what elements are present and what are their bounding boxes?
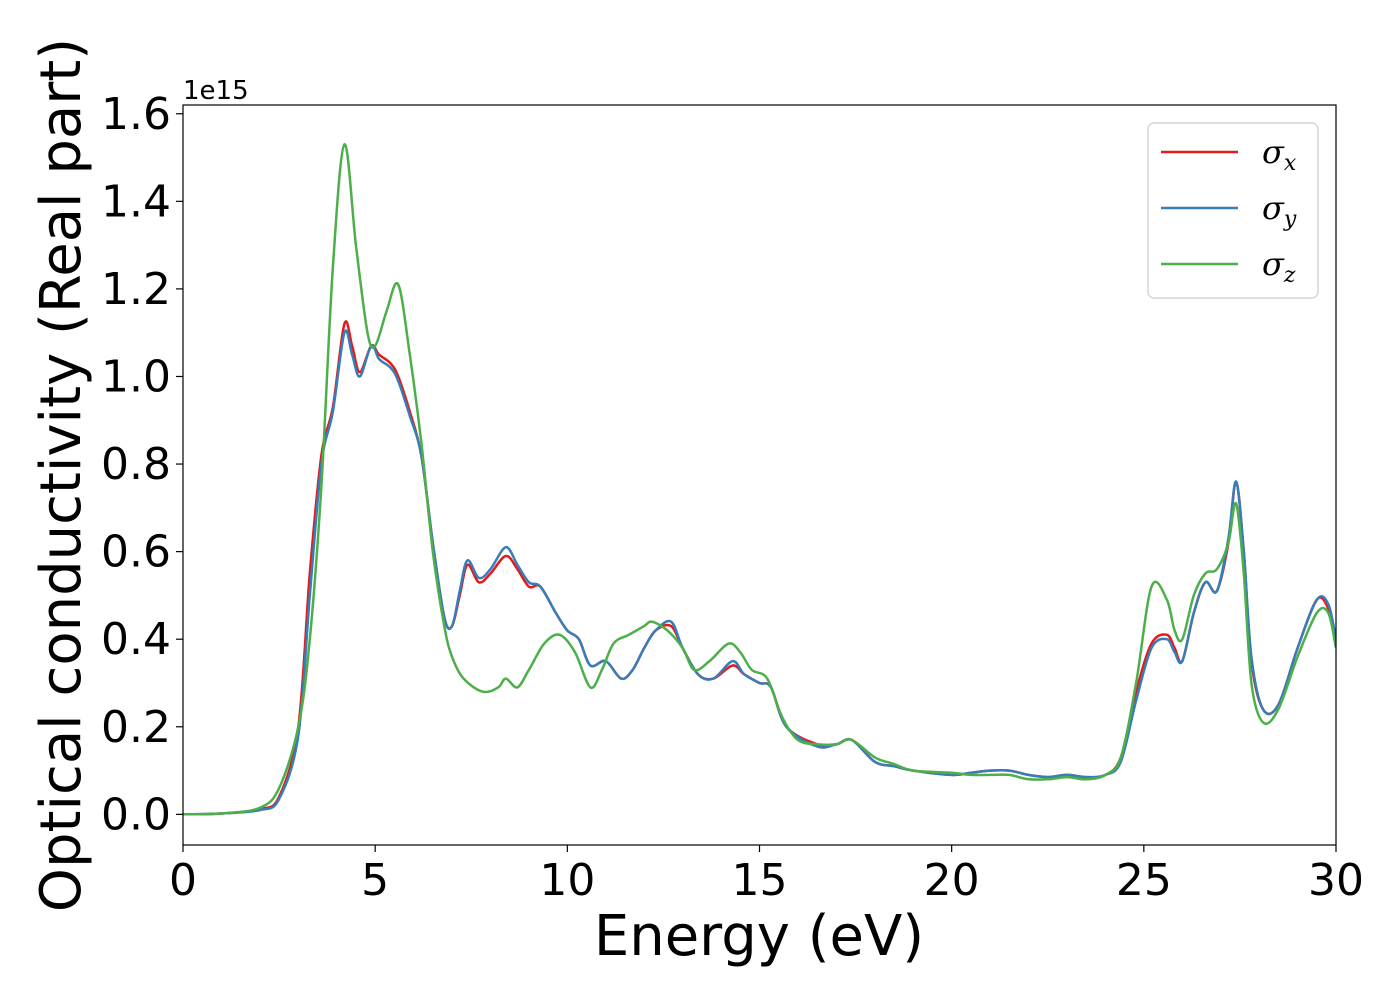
- legend-label-sigma-x: σx: [1262, 133, 1297, 176]
- x-tick-label: 30: [1308, 855, 1364, 906]
- y-axis-label: Optical conductivity (Real part): [29, 38, 94, 912]
- legend-label-sigma-y: σy: [1262, 189, 1297, 232]
- x-tick-label: 0: [169, 855, 197, 906]
- x-tick-label: 5: [361, 855, 389, 906]
- y-tick-label: 0.4: [101, 614, 171, 665]
- series-line-sigma-z: [183, 143, 1336, 816]
- series-layer: [183, 143, 1336, 816]
- y-tick-label: 1.6: [101, 89, 171, 140]
- x-axis-ticks: 0 5 10 15 20 25 30: [169, 845, 1364, 906]
- y-tick-label: 1.0: [101, 351, 171, 402]
- y-tick-label: 0.8: [101, 439, 171, 490]
- y-tick-label: 0.0: [101, 789, 171, 840]
- series-line-sigma-x: [183, 320, 1336, 816]
- y-tick-label: 0.2: [101, 702, 171, 753]
- y-axis-ticks: 0.0 0.2 0.4 0.6 0.8 1.0 1.2 1.4 1.6: [101, 89, 183, 840]
- legend-label-sigma-z: σz: [1262, 245, 1296, 288]
- legend: σx σy σz: [1147, 122, 1319, 299]
- y-tick-label: 1.2: [101, 264, 171, 315]
- x-tick-label: 25: [1116, 855, 1172, 906]
- x-tick-label: 20: [924, 855, 980, 906]
- x-axis-label: Energy (eV): [594, 904, 924, 969]
- x-tick-label: 10: [539, 855, 595, 906]
- y-tick-label: 0.6: [101, 527, 171, 578]
- legend-box: [1147, 122, 1319, 299]
- x-tick-label: 15: [732, 855, 788, 906]
- y-tick-label: 1.4: [101, 176, 171, 227]
- y-offset-label: 1e15: [183, 76, 249, 106]
- series-line-sigma-y: [183, 329, 1336, 816]
